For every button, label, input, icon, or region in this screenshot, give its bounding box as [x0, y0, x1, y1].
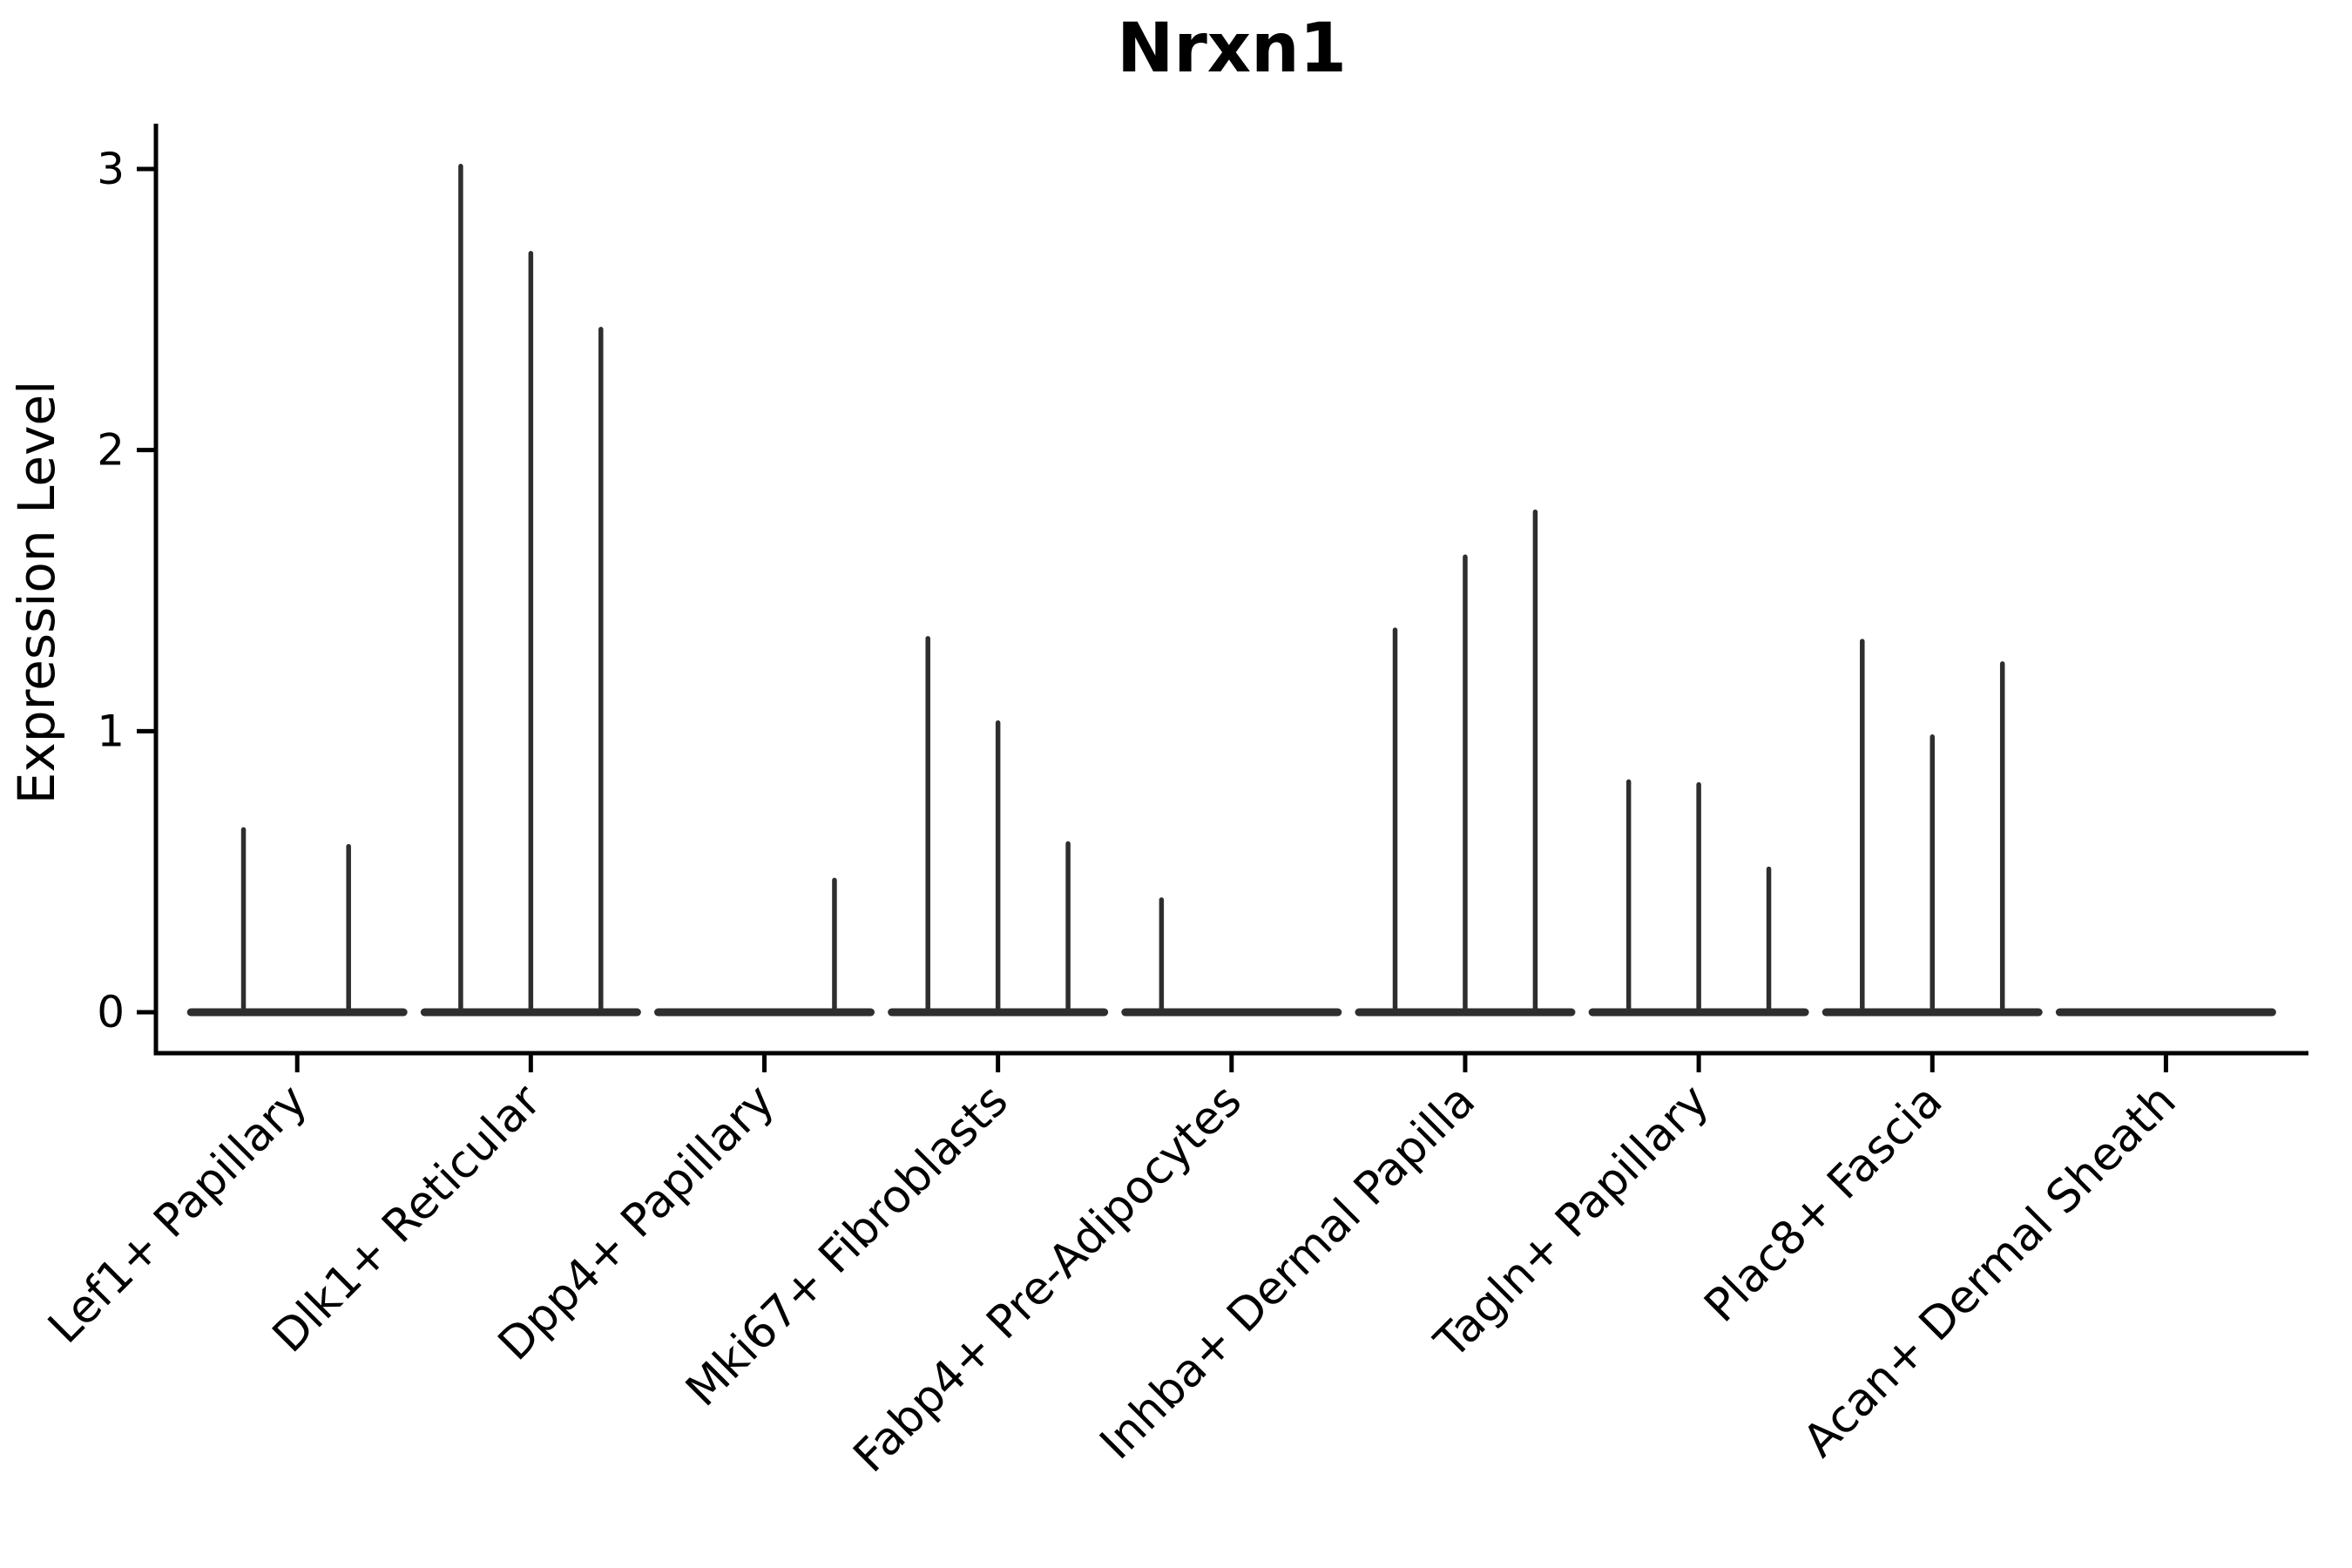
y-tick-label: 3: [97, 144, 125, 194]
y-axis-label: Expression Level: [7, 381, 66, 804]
y-tick-labels: 0 1 2 3: [97, 144, 125, 1037]
y-tick-label: 1: [97, 706, 125, 756]
x-tick-label: Fabp4+ Pre-Adipocytes: [844, 1075, 1252, 1483]
x-tick-label: Acan+ Dermal Sheath: [1794, 1075, 2186, 1468]
violins: [186, 164, 2276, 1017]
chart-title: Nrxn1: [1117, 10, 1347, 88]
axes: [137, 124, 2308, 1072]
x-tick-label: Plac8+ Fascia: [1695, 1075, 1953, 1333]
x-tick-label: Inhba+ Dermal Papilla: [1091, 1075, 1485, 1470]
y-tick-label: 2: [97, 425, 125, 476]
y-tick-label: 0: [97, 987, 125, 1037]
x-tick-label: Lef1+ Papillary: [38, 1075, 317, 1354]
